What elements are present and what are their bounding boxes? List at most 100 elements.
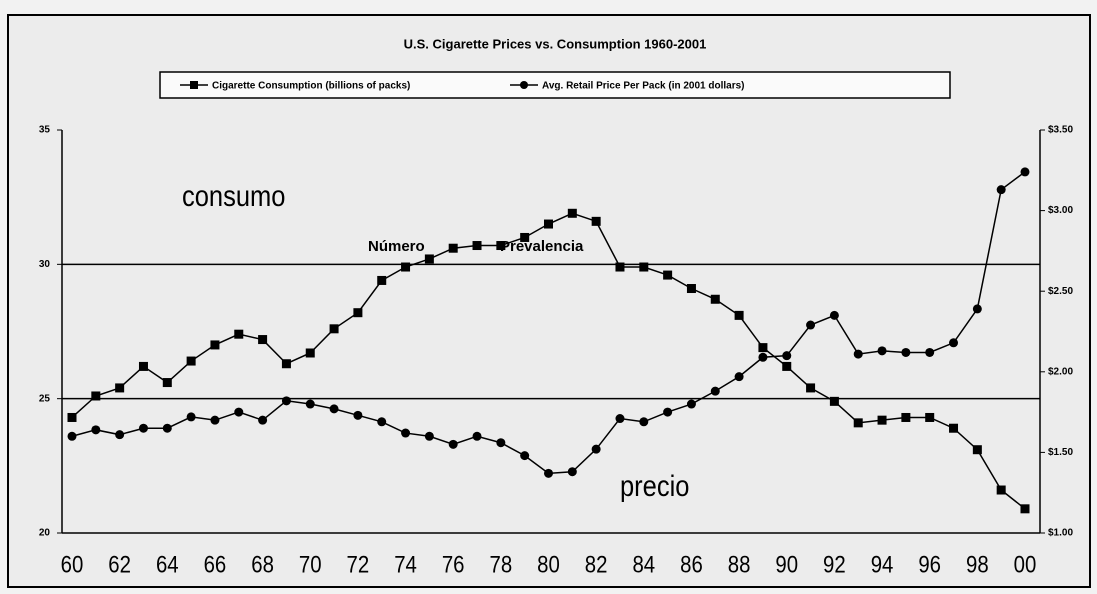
- marker: [329, 324, 339, 334]
- marker: [353, 410, 363, 420]
- y2-tick-label: $1.00: [1048, 528, 1073, 539]
- legend-label: Cigarette Consumption (billions of packs…: [212, 81, 410, 92]
- marker: [782, 361, 792, 371]
- marker: [734, 372, 744, 382]
- marker: [806, 383, 816, 393]
- marker: [186, 412, 196, 422]
- y2-tick-label: $2.00: [1048, 366, 1073, 377]
- marker: [496, 241, 506, 251]
- x-tick-label: 86: [680, 551, 703, 578]
- marker: [472, 431, 482, 441]
- x-tick-label: 84: [632, 551, 655, 578]
- marker: [91, 391, 101, 401]
- marker: [448, 243, 458, 253]
- y-tick-label: 30: [39, 259, 51, 270]
- marker: [353, 308, 363, 318]
- marker: [1020, 167, 1030, 177]
- x-tick-label: 94: [871, 551, 894, 578]
- marker: [91, 425, 101, 435]
- marker: [210, 340, 220, 350]
- marker: [138, 361, 148, 371]
- marker: [758, 343, 768, 353]
- marker: [472, 241, 482, 251]
- marker: [615, 262, 625, 272]
- marker: [972, 445, 982, 455]
- annotation: Número: [368, 238, 425, 255]
- marker: [329, 404, 339, 414]
- marker: [853, 418, 863, 428]
- x-tick-label: 64: [156, 551, 179, 578]
- x-tick-label: 60: [61, 551, 84, 578]
- marker: [591, 444, 601, 454]
- marker: [281, 359, 291, 369]
- marker: [520, 232, 530, 242]
- marker: [401, 262, 411, 272]
- frame: [7, 14, 1091, 588]
- x-tick-label: 78: [490, 551, 513, 578]
- marker: [424, 431, 434, 441]
- x-tick-label: 92: [823, 551, 846, 578]
- marker: [424, 254, 434, 264]
- legend: [159, 71, 951, 99]
- marker: [138, 423, 148, 433]
- x-tick-label: 68: [251, 551, 274, 578]
- marker: [115, 430, 125, 440]
- marker: [615, 414, 625, 424]
- marker: [806, 320, 816, 330]
- marker: [377, 417, 387, 427]
- annotation: Prevalencia: [500, 238, 584, 255]
- marker: [996, 185, 1006, 195]
- marker: [1020, 504, 1030, 514]
- marker: [305, 399, 315, 409]
- marker: [377, 275, 387, 285]
- y2-tick-label: $2.50: [1048, 286, 1073, 297]
- marker: [996, 485, 1006, 495]
- x-tick-label: 90: [775, 551, 798, 578]
- x-tick-label: 62: [108, 551, 131, 578]
- marker: [305, 348, 315, 358]
- marker: [686, 399, 696, 409]
- marker: [234, 407, 244, 417]
- annotation: precio: [620, 469, 689, 502]
- marker: [258, 415, 268, 425]
- chart-title: U.S. Cigarette Prices vs. Consumption 19…: [404, 36, 707, 51]
- x-tick-label: 00: [1014, 551, 1037, 578]
- marker: [949, 423, 959, 433]
- marker: [544, 219, 553, 229]
- marker: [853, 349, 863, 359]
- marker: [67, 431, 77, 441]
- marker: [829, 396, 839, 406]
- x-tick-label: 98: [966, 551, 989, 578]
- y-tick-label: 20: [39, 528, 51, 539]
- marker: [734, 310, 744, 320]
- x-tick-label: 70: [299, 551, 322, 578]
- marker: [115, 383, 125, 393]
- marker: [401, 428, 411, 438]
- marker: [710, 294, 720, 304]
- annotation: consumo: [182, 179, 285, 212]
- x-tick-label: 82: [585, 551, 608, 578]
- x-tick-label: 72: [347, 551, 370, 578]
- y2-tick-label: $1.50: [1048, 447, 1073, 458]
- marker: [162, 378, 172, 388]
- marker: [758, 352, 768, 362]
- marker: [663, 270, 673, 280]
- marker: [162, 423, 172, 433]
- marker: [663, 407, 673, 417]
- marker: [639, 417, 649, 427]
- y-tick-label: 35: [39, 125, 51, 136]
- x-tick-label: 76: [442, 551, 465, 578]
- marker: [281, 396, 291, 406]
- marker: [496, 438, 506, 448]
- marker: [949, 338, 959, 348]
- marker: [877, 346, 887, 356]
- marker: [67, 412, 77, 422]
- marker: [901, 347, 911, 357]
- marker: [210, 415, 220, 425]
- x-tick-label: 66: [204, 551, 227, 578]
- marker: [591, 216, 601, 226]
- marker: [972, 304, 982, 314]
- marker: [686, 284, 696, 294]
- marker: [567, 208, 577, 218]
